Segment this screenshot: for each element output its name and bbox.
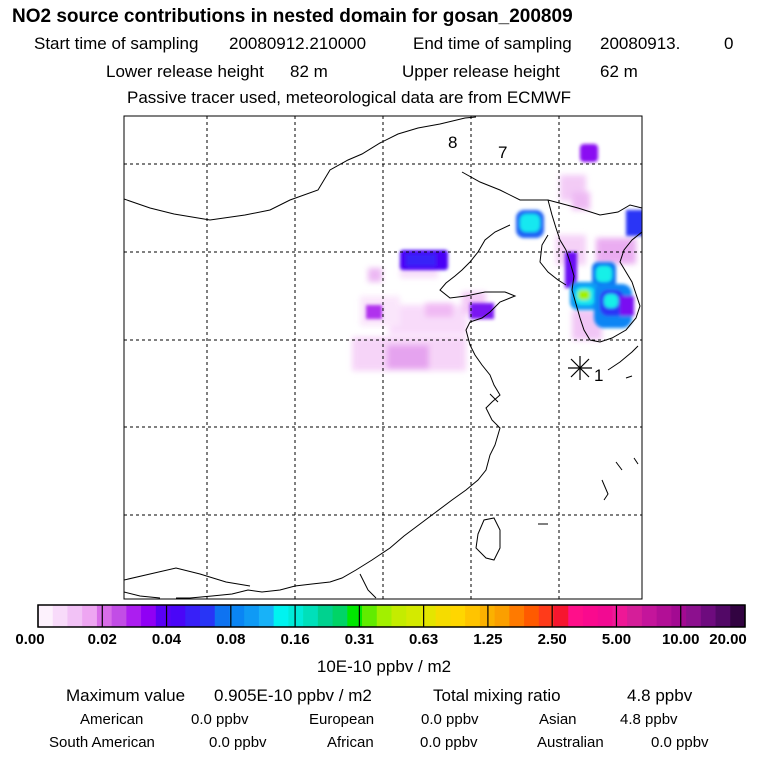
legend-swatch [641, 605, 658, 627]
legend-swatch [362, 605, 378, 627]
legend-swatch [509, 605, 525, 627]
legend-swatch [406, 605, 422, 627]
region-value: 0.0 ppbv [191, 711, 249, 728]
region-value: 0.0 ppbv [651, 734, 709, 751]
legend-swatch [273, 605, 289, 627]
legend-swatch [538, 605, 554, 627]
legend-tick-label: 0.16 [280, 631, 310, 648]
legend-swatch [553, 605, 569, 627]
legend-swatch [170, 605, 186, 627]
legend-swatch [347, 605, 363, 627]
legend-swatch [524, 605, 540, 627]
concentration-field-strong [366, 144, 642, 328]
total-mixing-label: Total mixing ratio [433, 686, 561, 705]
region-name: Asian [539, 711, 577, 728]
legend-swatch [730, 605, 746, 627]
legend-swatch [435, 605, 451, 627]
color-legend-bar [37, 604, 746, 628]
legend-swatch [656, 605, 672, 627]
end-time-value: 20080913. [600, 34, 681, 53]
legend-swatch [715, 605, 731, 627]
legend-swatch [258, 605, 275, 627]
legend-tick-label: 0.08 [216, 631, 246, 648]
legend-tick-label: 0.02 [87, 631, 117, 648]
legend-swatch [244, 605, 260, 627]
region-name: Australian [537, 734, 604, 751]
legend-frame [37, 604, 746, 628]
marker-label-8: 8 [448, 133, 457, 152]
lower-height-label: Lower release height [106, 62, 264, 81]
legend-tick-label: 2.50 [537, 631, 567, 648]
legend-swatch [671, 605, 687, 627]
coastline [124, 116, 642, 599]
legend-swatch [141, 605, 157, 627]
end-time-label: End time of sampling [413, 34, 572, 53]
region-value: 4.8 ppbv [620, 711, 678, 728]
start-time-label: Start time of sampling [34, 34, 199, 53]
legend-swatch [229, 605, 245, 627]
legend-tick-label: 10.00 [661, 631, 700, 648]
legend-swatch [612, 605, 628, 627]
legend-swatch [420, 605, 437, 627]
map-frame [123, 115, 643, 600]
region-name: South American [49, 734, 155, 751]
region-name: European [309, 711, 375, 728]
lower-height-value: 82 m [290, 62, 328, 81]
legend-tick-label: 5.00 [601, 631, 632, 648]
legend-swatch [332, 605, 348, 627]
legend-swatch [126, 605, 142, 627]
legend-swatch [155, 605, 171, 627]
end-time-suffix: 0 [724, 34, 734, 53]
legend-swatch [582, 605, 599, 627]
tracer-note: Passive tracer used, meteorological data… [127, 88, 572, 107]
legend-swatch [111, 605, 127, 627]
legend-swatch [67, 605, 83, 627]
max-value: 0.905E-10 ppbv / m2 [214, 686, 372, 705]
legend-swatch [627, 605, 643, 627]
legend-swatch [96, 605, 113, 627]
legend-tick-label: 0.63 [409, 631, 439, 648]
legend-tick-label: 0.00 [15, 631, 45, 648]
max-value-label: Maximum value [66, 686, 186, 705]
legend-tick-label: 0.31 [344, 631, 374, 648]
legend-swatch [391, 605, 407, 627]
legend-swatch [376, 605, 392, 627]
marker-label-7: 7 [498, 143, 507, 162]
legend-swatch [597, 605, 613, 627]
legend-swatch [52, 605, 68, 627]
legend-swatch [465, 605, 481, 627]
region-name: American [80, 711, 144, 728]
legend-tick-label: 0.04 [151, 631, 182, 648]
legend-tick-label: 20.00 [709, 631, 747, 648]
legend-swatch [317, 605, 333, 627]
legend-tick-label: 1.25 [473, 631, 503, 648]
legend-units-label: 10E-10 ppbv / m2 [316, 657, 452, 676]
legend-swatch [185, 605, 201, 627]
legend-swatch [450, 605, 466, 627]
upper-height-value: 62 m [600, 62, 638, 81]
legend-swatch [494, 605, 510, 627]
lat-lon-grid [124, 116, 642, 599]
legend-swatch [568, 605, 584, 627]
legend-swatch [303, 605, 319, 627]
region-value: 0.0 ppbv [420, 734, 478, 751]
receptor-star-icon [568, 356, 592, 380]
start-time-value: 20080912.210000 [229, 34, 367, 53]
region-value: 0.0 ppbv [421, 711, 479, 728]
legend-swatch [214, 605, 230, 627]
legend-swatch [288, 605, 304, 627]
region-name: African [327, 734, 374, 751]
chart-title: NO2 source contributions in nested domai… [12, 6, 573, 27]
total-mixing-value: 4.8 ppbv [627, 686, 693, 705]
legend-swatch [82, 605, 98, 627]
legend-swatch [200, 605, 216, 627]
legend-swatch [700, 605, 716, 627]
legend-swatch [686, 605, 702, 627]
legend-swatch [38, 605, 54, 627]
marker-label-1: 1 [594, 366, 603, 385]
concentration-field-faint [352, 175, 636, 371]
region-value: 0.0 ppbv [209, 734, 267, 751]
upper-height-label: Upper release height [402, 62, 560, 81]
